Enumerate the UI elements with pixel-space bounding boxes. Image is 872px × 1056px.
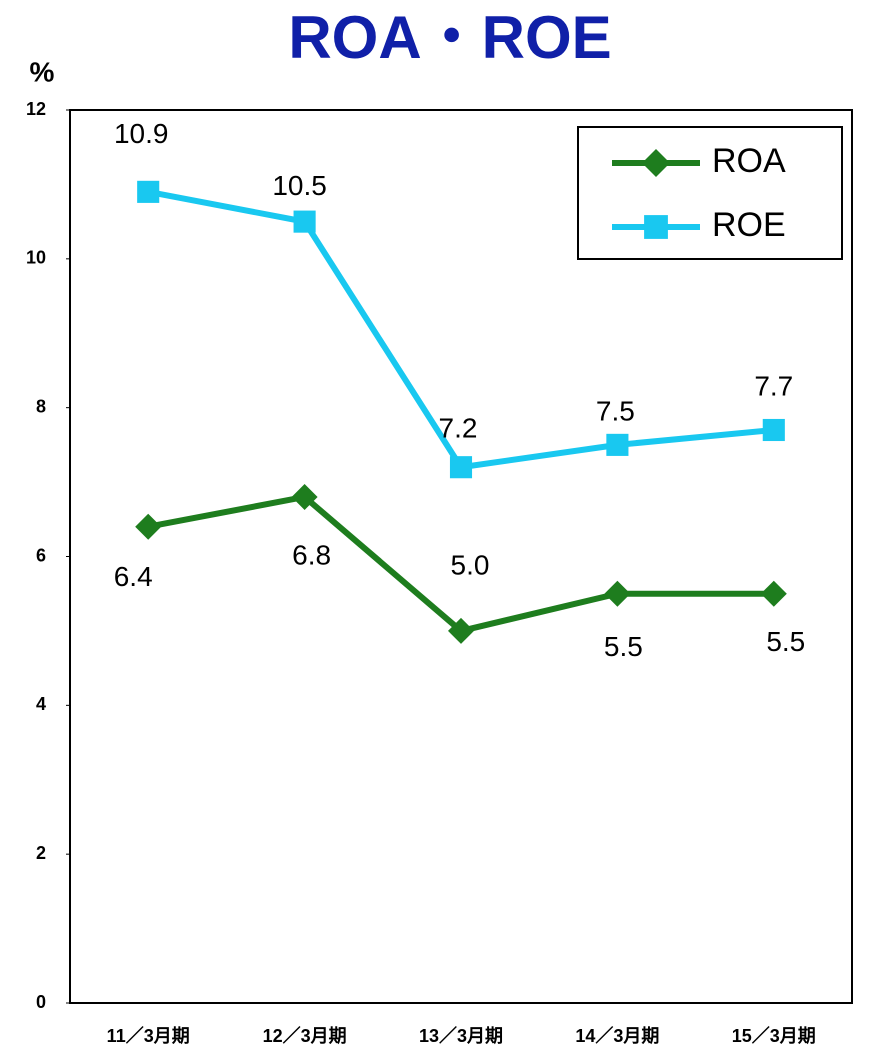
legend (577, 126, 843, 260)
x-tick-label: 13／3月期 (419, 1026, 503, 1046)
data-point (760, 580, 787, 607)
legend-marker (644, 215, 668, 239)
data-label: 6.8 (292, 539, 331, 570)
data-label: 10.9 (114, 118, 169, 149)
x-tick-label: 12／3月期 (263, 1026, 347, 1046)
y-tick-label: 4 (36, 694, 46, 714)
data-label: 5.5 (766, 626, 805, 657)
legend-marker (642, 149, 670, 177)
x-tick-label: 11／3月期 (107, 1026, 190, 1046)
data-label: 7.5 (596, 395, 635, 426)
data-point (604, 580, 631, 607)
y-tick-label: 6 (36, 545, 46, 565)
data-label: 7.2 (439, 413, 478, 444)
y-tick-label: 8 (36, 396, 46, 416)
y-tick-label: 12 (26, 99, 46, 119)
data-point (448, 617, 474, 644)
data-point (135, 513, 162, 540)
legend-label: ROE (712, 206, 786, 244)
data-label: 7.7 (754, 370, 793, 401)
data-label: 6.4 (114, 561, 153, 592)
data-label: 5.0 (451, 549, 490, 580)
y-tick-label: 2 (36, 843, 46, 863)
x-tick-label: 14／3月期 (575, 1026, 659, 1046)
data-point (762, 418, 785, 442)
data-point (291, 483, 318, 510)
data-point (293, 210, 316, 233)
legend-label: ROA (712, 142, 786, 180)
y-tick-label: 10 (26, 248, 46, 268)
y-tick-label: 0 (36, 992, 46, 1012)
y-axis-label: % (30, 56, 55, 87)
data-label: 10.5 (272, 170, 327, 201)
data-label: 5.5 (604, 631, 643, 662)
chart-title: ROA・ROE (288, 4, 611, 71)
x-tick-label: 15／3月期 (732, 1026, 816, 1046)
data-point (137, 180, 160, 203)
data-point (606, 433, 629, 456)
data-point (449, 456, 473, 479)
